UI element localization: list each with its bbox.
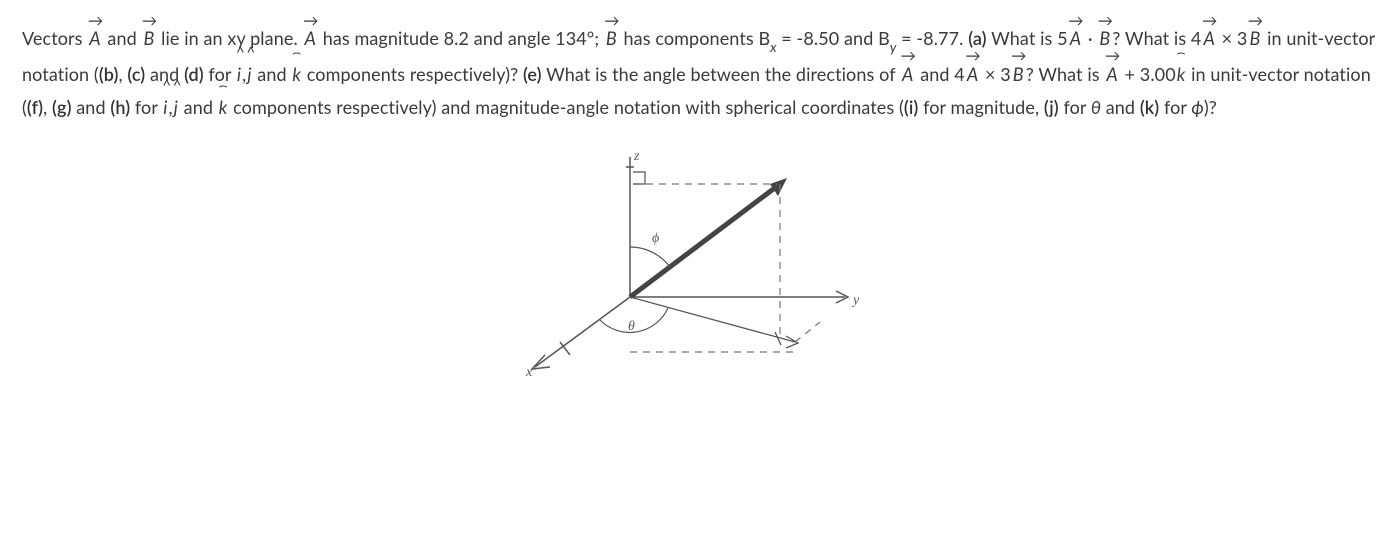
txt: and <box>72 96 111 118</box>
txt: has components B <box>619 27 770 49</box>
unit-j: j <box>246 58 252 91</box>
txt: Vectors <box>22 27 87 49</box>
sub-y: y <box>890 39 897 55</box>
plus: + 3.00 <box>1120 63 1176 85</box>
x-axis-label: x <box>526 360 532 386</box>
part-e: (e) <box>523 63 542 85</box>
txt: What is the angle between the directions… <box>542 63 900 85</box>
txt: for <box>1159 96 1191 118</box>
txt: has magnitude 8.2 and angle 134°; <box>318 27 604 49</box>
theta: θ <box>1091 96 1101 118</box>
vector-A: →A <box>87 22 102 55</box>
vector-A: →A <box>965 58 980 91</box>
part-h: (h) <box>110 96 130 118</box>
part-b: (b) <box>99 63 119 85</box>
theta-label: θ <box>628 314 635 340</box>
vector-A: →A <box>1104 58 1119 91</box>
times: × 3 <box>980 63 1011 85</box>
unit-i: i <box>236 58 242 91</box>
vector-A: →A <box>1068 22 1083 55</box>
txt: , <box>43 96 52 118</box>
txt: and <box>1101 96 1140 118</box>
spherical-coords-figure: z y x ϕ θ <box>500 142 900 382</box>
part-f: (f) <box>27 96 43 118</box>
txt: )? <box>1204 96 1217 118</box>
txt: 5 <box>1057 27 1068 49</box>
txt: and <box>179 96 218 118</box>
txt: ? What is <box>1026 63 1105 85</box>
vector-B: →B <box>604 22 619 55</box>
times: × 3 <box>1217 27 1248 49</box>
z-axis-label: z <box>634 144 639 170</box>
part-d: (d) <box>184 63 204 85</box>
unit-k: k <box>1176 58 1187 91</box>
part-j: (j) <box>1044 96 1059 118</box>
vector-A: →A <box>900 58 915 91</box>
unit-k: k <box>218 91 229 124</box>
txt: components respectively)? <box>302 63 523 85</box>
unit-i: i <box>162 91 168 124</box>
vector-B: →B <box>142 22 157 55</box>
part-i: (i) <box>904 96 919 118</box>
vector-A: →A <box>303 22 318 55</box>
part-k: (k) <box>1140 96 1159 118</box>
txt: for magnitude, <box>918 96 1043 118</box>
part-c: (c) <box>127 63 145 85</box>
figure-container: z y x ϕ θ <box>22 142 1378 382</box>
txt: for <box>1059 96 1091 118</box>
txt: ? What is 4 <box>1112 27 1201 49</box>
txt: lie in an xy plane. <box>156 27 302 49</box>
vector-B: →B <box>1011 58 1026 91</box>
unit-j: j <box>173 91 179 124</box>
txt: What is <box>987 27 1057 49</box>
txt: and <box>103 27 142 49</box>
part-a: (a) <box>968 27 986 49</box>
phi-label: ϕ <box>652 226 659 252</box>
phi: ϕ <box>1191 96 1204 118</box>
txt: for <box>130 96 162 118</box>
txt: and 4 <box>915 63 964 85</box>
sub-x: x <box>770 39 776 55</box>
txt: and <box>253 63 292 85</box>
part-g: (g) <box>52 96 72 118</box>
y-axis-label: y <box>853 288 859 314</box>
txt: = -8.77. <box>896 27 968 49</box>
problem-text: Vectors →A and →B lie in an xy plane. →A… <box>22 22 1378 124</box>
unit-k: k <box>291 58 302 91</box>
vector-B: →B <box>1247 22 1262 55</box>
txt: components respectively) and magnitude-a… <box>233 96 904 118</box>
dot: · <box>1083 27 1097 49</box>
figure-svg <box>500 142 900 382</box>
txt: = -8.50 and B <box>777 27 890 49</box>
vector-A: →A <box>1201 22 1216 55</box>
